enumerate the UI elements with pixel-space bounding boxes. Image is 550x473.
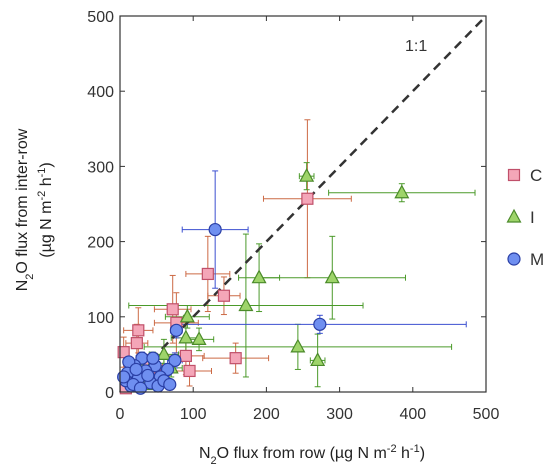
- legend-item-m: M: [507, 250, 544, 269]
- data-point-m: [133, 381, 148, 395]
- y-title-sub: 2: [24, 274, 36, 280]
- x-title-part: N: [199, 445, 211, 462]
- y-tick-label: 500: [87, 9, 114, 26]
- legend-item-c: C: [507, 166, 542, 185]
- y-title-line2: (µg N m-2 h-1): [36, 162, 55, 257]
- legend: C I M: [506, 166, 544, 269]
- y-tick-label: 100: [87, 310, 114, 327]
- legend-label: I: [530, 208, 535, 227]
- data-point-m: [169, 323, 183, 337]
- x-tick-label: 0: [116, 406, 125, 423]
- y-title-sup: -2: [36, 191, 48, 201]
- y-title-sup: -1: [36, 168, 48, 178]
- data-point-i: [251, 269, 267, 284]
- x-tick-label: 300: [326, 406, 353, 423]
- data-point-m: [208, 222, 222, 237]
- legend-label: M: [530, 250, 544, 269]
- x-tick-label: 200: [253, 406, 280, 423]
- y-tick-label: 300: [87, 159, 114, 176]
- data-point-m: [313, 317, 327, 331]
- data-point-c: [132, 324, 145, 337]
- x-axis-title: N2O flux from row (µg N m-2 h-1): [199, 443, 425, 467]
- legend-marker-c: [507, 168, 521, 182]
- data-point-c: [183, 364, 196, 378]
- data-point-i: [310, 352, 326, 367]
- data-point-m: [163, 377, 177, 392]
- legend-marker-m: [507, 252, 521, 266]
- data-point-m: [141, 368, 155, 383]
- data-point-i: [179, 308, 195, 323]
- data-point-c: [179, 349, 192, 363]
- y-tick-label: 400: [87, 84, 114, 101]
- data-point-c: [217, 289, 231, 302]
- y-title-part: O flux from inter-row: [14, 128, 31, 273]
- tick-label-layer: 0 100 200 300 400 500 0 100 200 300 400 500: [87, 9, 499, 423]
- y-axis-title: N2O flux from inter-row (µg N m-2 h-1): [14, 128, 55, 291]
- reference-line-label: 1:1: [405, 38, 427, 55]
- x-title-sup: -1: [410, 443, 420, 455]
- data-point-i: [178, 329, 194, 344]
- axes-layer: [119, 15, 487, 393]
- data-point-c: [117, 346, 130, 359]
- y-tick-label: 0: [105, 385, 114, 402]
- legend-item-i: I: [506, 208, 535, 227]
- x-title-part: O flux from row (µg N m: [217, 445, 387, 462]
- y-title-part: ): [38, 162, 55, 167]
- data-point-i: [394, 184, 410, 199]
- y-title-part: (µg N m: [38, 201, 55, 258]
- data-point-m: [146, 351, 160, 365]
- x-tick-label: 400: [399, 406, 426, 423]
- data-point-c: [301, 192, 314, 205]
- x-title-part: h: [397, 445, 410, 462]
- legend-label: C: [530, 166, 542, 185]
- x-title-sup: -2: [387, 443, 397, 455]
- x-tick-label: 100: [180, 406, 207, 423]
- data-point-c: [229, 352, 242, 365]
- y-title-line1: N2O flux from inter-row: [14, 128, 36, 291]
- data-point-m: [129, 362, 143, 377]
- data-point-i: [238, 297, 254, 312]
- y-title-part: N: [14, 280, 31, 292]
- legend-marker-i: [506, 208, 522, 223]
- data-point-layer: [117, 167, 410, 395]
- x-title-part: ): [420, 445, 425, 462]
- y-title-part: h: [38, 177, 55, 190]
- data-point-m: [117, 370, 131, 384]
- data-point-c: [201, 267, 214, 281]
- data-point-m: [168, 353, 182, 368]
- x-title-sub: 2: [211, 455, 217, 467]
- data-point-i: [191, 331, 207, 345]
- data-point-i: [290, 338, 306, 353]
- x-tick-label: 500: [473, 406, 500, 423]
- data-point-i: [156, 346, 172, 360]
- y-tick-label: 200: [87, 235, 114, 252]
- data-point-c: [166, 303, 179, 316]
- data-point-i: [299, 167, 315, 182]
- data-point-i: [324, 269, 340, 284]
- plot-frame: [119, 15, 487, 393]
- data-point-c: [130, 337, 143, 350]
